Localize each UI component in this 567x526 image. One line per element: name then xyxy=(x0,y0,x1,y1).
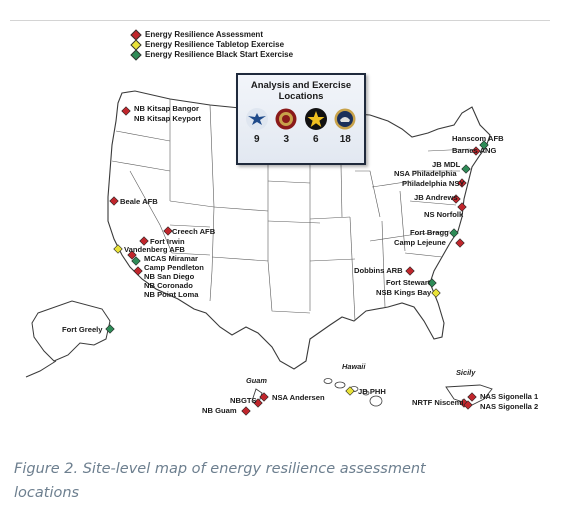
summary-panel: Analysis and Exercise Locations 9 3 6 xyxy=(236,73,366,165)
site-label: Vandenberg AFB xyxy=(124,245,185,254)
legend-item-assessment: Energy Resilience Assessment xyxy=(130,29,293,41)
marker-san-diego xyxy=(133,266,143,276)
marker-kings-bay xyxy=(431,288,441,298)
marker-beale xyxy=(109,196,119,206)
site-label: Hanscom AFB xyxy=(452,134,504,143)
branch-navy: 18 xyxy=(331,108,359,145)
branch-count: 6 xyxy=(312,134,319,145)
panel-title: Analysis and Exercise Locations xyxy=(238,80,364,102)
site-label: NRTF Niscemi xyxy=(412,398,463,407)
sicily-outline xyxy=(445,384,493,406)
site-label: Fort Irwin xyxy=(150,237,185,246)
branch-marine-corps: 3 xyxy=(272,108,300,145)
marker-barnes xyxy=(471,146,481,156)
marker-ns-norfolk xyxy=(457,202,467,212)
marker-dobbins xyxy=(405,266,415,276)
site-label: NB Point Loma xyxy=(144,290,199,299)
site-label: NB Guam xyxy=(202,406,237,415)
legend-label: Energy Resilience Tabletop Exercise xyxy=(145,40,285,49)
site-label: Fort Greely xyxy=(62,325,103,334)
marker-nsa-andersen xyxy=(259,392,269,402)
region-label-hawaii: Hawaii xyxy=(342,362,366,371)
caption-line2: locations xyxy=(14,485,80,501)
marker-sigonella-1 xyxy=(467,392,477,402)
site-label: NSA Andersen xyxy=(272,393,325,402)
site-label: NB Coronado xyxy=(144,281,193,290)
caption-line1: Figure 2. Site-level map of energy resil… xyxy=(14,461,426,477)
marker-vandenberg xyxy=(113,244,123,254)
panel-title-line2: Locations xyxy=(278,91,324,102)
site-label: NAS Sigonella 1 xyxy=(480,392,539,401)
legend-item-blackstart: Energy Resilience Black Start Exercise xyxy=(130,49,294,61)
marker-philadelphia xyxy=(457,178,467,188)
site-label: Fort Stewart xyxy=(386,278,431,287)
site-label: Creech AFB xyxy=(172,227,216,236)
legend: Energy Resilience Assessment Energy Resi… xyxy=(130,29,294,61)
marker-jb-mdl xyxy=(461,164,471,174)
region-label-sicily: Sicily xyxy=(456,368,476,377)
marker-fort-stewart xyxy=(427,278,437,288)
marker-kitsap-bangor xyxy=(121,106,131,116)
marker-pendleton xyxy=(127,250,137,260)
site-label: NS Norfolk xyxy=(424,210,464,219)
marker-camp-lejeune xyxy=(455,238,465,248)
site-label: NSA Philadelphia xyxy=(394,169,457,178)
site-markers xyxy=(105,106,489,416)
marker-fort-irwin xyxy=(139,236,149,246)
branch-count: 9 xyxy=(253,134,260,145)
legend-label: Energy Resilience Black Start Exercise xyxy=(145,50,294,59)
branch-icons: 9 3 6 18 xyxy=(238,108,364,145)
legend-label: Energy Resilience Assessment xyxy=(145,30,263,39)
navy-seal-icon xyxy=(334,108,356,130)
marker-nb-guam xyxy=(241,406,251,416)
green-diamond-icon xyxy=(130,49,142,61)
site-label: Fort Bragg xyxy=(410,228,449,237)
marker-creech xyxy=(163,226,173,236)
region-label-guam: Guam xyxy=(246,376,267,385)
alaska-outline xyxy=(31,300,111,362)
marker-hanscom xyxy=(479,140,489,150)
army-star-icon xyxy=(304,108,327,130)
figure-caption: Figure 2. Site-level map of energy resil… xyxy=(14,457,534,505)
site-label: Dobbins ARB xyxy=(354,266,403,275)
site-label: NB Kitsap Keyport xyxy=(134,114,202,123)
legend-item-tabletop: Energy Resilience Tabletop Exercise xyxy=(130,39,293,51)
us-outline xyxy=(107,90,491,370)
hawaii-islands xyxy=(323,378,383,407)
marker-fort-greely xyxy=(105,324,115,334)
branch-count: 3 xyxy=(283,134,290,145)
site-label: NSB Kings Bay xyxy=(376,288,432,297)
marker-jb-andrews xyxy=(451,194,461,204)
marker-sigonella-2 xyxy=(463,400,473,410)
site-label: NAS Sigonella 2 xyxy=(480,402,538,411)
branch-air-force: 9 xyxy=(243,108,271,145)
site-label: Camp Pendleton xyxy=(144,263,204,272)
map: Guam Hawaii Sicily xyxy=(25,90,539,416)
branch-count: 18 xyxy=(339,134,351,145)
marker-fort-bragg xyxy=(449,228,459,238)
site-label: MCAS Miramar xyxy=(144,254,198,263)
alaska-chain xyxy=(25,360,57,378)
site-label: NB Kitsap Bangor xyxy=(134,104,199,113)
panel-title-line1: Analysis and Exercise xyxy=(250,80,352,91)
site-label: Beale AFB xyxy=(120,197,158,206)
site-label: Camp Lejeune xyxy=(394,238,446,247)
marker-miramar xyxy=(131,256,141,266)
site-label: JB Andrews xyxy=(414,193,458,202)
site-label: JB MDL xyxy=(432,160,461,169)
site-label: NB San Diego xyxy=(144,272,195,281)
site-label: NBGTS xyxy=(230,396,257,405)
site-label: JB PHH xyxy=(358,387,386,396)
site-labels: NB Kitsap Bangor NB Kitsap Keyport Beale… xyxy=(62,104,539,415)
marine-corps-seal-icon xyxy=(275,108,297,130)
branch-army: 6 xyxy=(302,108,330,145)
marker-jb-phh xyxy=(345,386,355,396)
site-label: Philadelphia NSY xyxy=(402,179,464,188)
site-label: Barnes ANG xyxy=(452,146,497,155)
marker-nbgts xyxy=(253,398,263,408)
air-force-emblem-icon xyxy=(245,108,268,130)
